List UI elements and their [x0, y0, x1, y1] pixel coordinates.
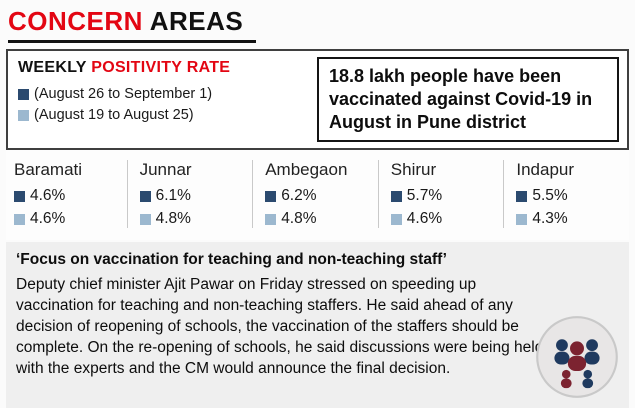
rate-swatch-dark: [390, 190, 402, 202]
rate-value: 4.6%: [30, 187, 66, 205]
district-name: Ambegaon: [265, 160, 348, 180]
district-column-shirur: Shirur 5.7% 4.6%: [377, 160, 504, 229]
panel-left: WEEKLY POSITIVITY RATE (August 26 to Sep…: [8, 51, 317, 148]
article-body: Deputy chief minister Ajit Pawar on Frid…: [16, 276, 544, 378]
district-column-junnar: Junnar 6.1% 4.8%: [126, 160, 253, 229]
vaccination-callout: 18.8 lakh people have been vaccinated ag…: [317, 57, 619, 143]
legend-item-current-week: (August 26 to September 1): [18, 86, 311, 102]
rate-previous-week: 4.8%: [265, 210, 378, 228]
district-name: Shirur: [390, 160, 437, 180]
district-column-ambegaon: Ambegaon 6.2% 4.8%: [252, 160, 378, 229]
rate-swatch-light: [139, 213, 151, 225]
districts-table: Baramati 4.6% 4.6% Junnar 6.1% 4.8% Ambe…: [6, 150, 629, 241]
rate-previous-week: 4.6%: [390, 210, 504, 228]
district-name: Junnar: [139, 160, 192, 180]
page-title-text: CONCERN AREAS: [8, 6, 627, 37]
district-name: Baramati: [14, 160, 83, 180]
positivity-panel: WEEKLY POSITIVITY RATE (August 26 to Sep…: [6, 49, 629, 151]
rate-current-week: 6.2%: [265, 187, 378, 205]
rate-value: 4.6%: [30, 210, 66, 228]
legend-label: (August 19 to August 25): [34, 107, 194, 123]
article: ‘Focus on vaccination for teaching and n…: [6, 242, 629, 408]
rate-value: 4.8%: [155, 210, 191, 228]
rate-swatch-dark: [139, 190, 151, 202]
legend: (August 26 to September 1) (August 19 to…: [18, 86, 311, 123]
legend-item-previous-week: (August 19 to August 25): [18, 107, 311, 123]
rate-previous-week: 4.3%: [516, 210, 629, 228]
title-word-areas: AREAS: [142, 6, 244, 36]
rate-current-week: 5.7%: [390, 187, 504, 205]
district-column-baramati: Baramati 4.6% 4.6%: [6, 160, 127, 228]
title-underline: [8, 40, 256, 43]
rate-previous-week: 4.6%: [14, 210, 127, 228]
title-word-concern: CONCERN: [8, 6, 143, 36]
rate-previous-week: 4.8%: [139, 210, 253, 228]
vaccination-people-icon: [536, 316, 618, 398]
rate-swatch-dark: [516, 190, 528, 202]
rate-value: 6.2%: [281, 187, 317, 205]
rate-current-week: 6.1%: [139, 187, 253, 205]
rate-value: 4.6%: [406, 210, 443, 228]
page-title: CONCERN AREAS: [6, 4, 629, 43]
district-name: Indapur: [516, 160, 575, 180]
district-column-indapur: Indapur 5.5% 4.3%: [503, 160, 629, 229]
rate-current-week: 4.6%: [14, 187, 127, 205]
rate-value: 4.3%: [532, 210, 568, 228]
rate-value: 5.7%: [406, 187, 443, 205]
rate-swatch-dark: [265, 190, 277, 202]
rate-current-week: 5.5%: [516, 187, 629, 205]
legend-swatch-light: [18, 109, 29, 121]
rate-value: 4.8%: [281, 210, 317, 228]
rate-swatch-light: [516, 213, 528, 225]
rate-swatch-light: [265, 213, 277, 225]
rate-swatch-light: [14, 213, 25, 225]
rate-value: 6.1%: [155, 187, 191, 205]
rate-value: 5.5%: [532, 187, 568, 205]
heading-weekly: WEEKLY: [18, 59, 87, 76]
legend-swatch-dark: [18, 88, 29, 100]
panel-heading: WEEKLY POSITIVITY RATE: [18, 59, 311, 77]
legend-label: (August 26 to September 1): [34, 86, 213, 102]
rate-swatch-dark: [14, 190, 25, 202]
rate-swatch-light: [390, 213, 402, 225]
article-headline: ‘Focus on vaccination for teaching and n…: [16, 251, 447, 269]
heading-positivity-rate: POSITIVITY RATE: [86, 59, 231, 76]
